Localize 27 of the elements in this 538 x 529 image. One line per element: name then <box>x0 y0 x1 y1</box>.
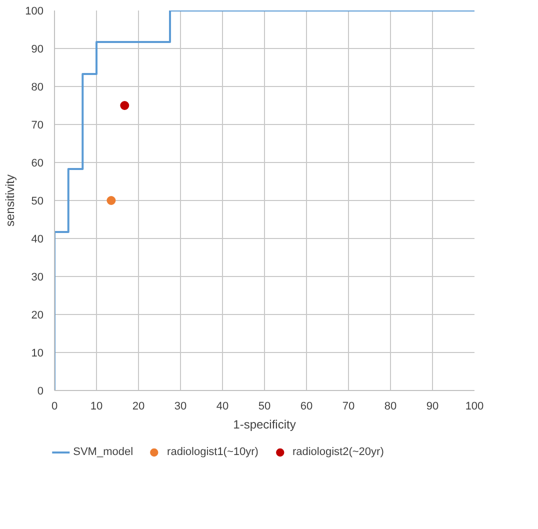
x-tick-label: 10 <box>90 400 103 412</box>
x-axis-title: 1-specificity <box>233 418 296 432</box>
x-tick-label: 0 <box>51 400 58 412</box>
x-tick-label: 70 <box>342 400 355 412</box>
x-tick-label: 60 <box>300 400 313 412</box>
y-tick-label: 90 <box>31 44 44 56</box>
y-tick-label: 60 <box>31 158 44 170</box>
y-tick-label: 30 <box>31 272 44 284</box>
y-tick-label: 0 <box>37 386 44 398</box>
x-tick-label: 50 <box>258 400 271 412</box>
legend-label: radiologist1(~10yr) <box>167 446 258 458</box>
legend-label: SVM_model <box>73 446 134 458</box>
x-tick-label: 80 <box>384 400 397 412</box>
y-tick-label: 70 <box>31 120 44 132</box>
x-tick-label: 100 <box>465 400 484 412</box>
y-tick-label: 40 <box>31 234 44 246</box>
y-tick-label: 20 <box>31 310 44 322</box>
y-tick-label: 10 <box>31 348 44 360</box>
x-tick-label: 30 <box>174 400 187 412</box>
y-tick-label: 100 <box>25 6 44 18</box>
legend-label: radiologist2(~20yr) <box>292 446 384 458</box>
y-tick-label: 50 <box>31 196 44 208</box>
x-tick-label: 40 <box>216 400 229 412</box>
y-axis-title: sensitivity <box>3 174 18 227</box>
x-tick-label: 90 <box>426 400 439 412</box>
x-tick-label: 20 <box>132 400 145 412</box>
y-tick-label: 80 <box>31 82 44 94</box>
